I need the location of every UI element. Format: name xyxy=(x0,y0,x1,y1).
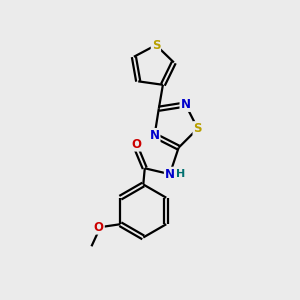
Text: H: H xyxy=(176,169,186,179)
Text: N: N xyxy=(181,98,190,111)
Text: N: N xyxy=(150,129,160,142)
Text: N: N xyxy=(165,168,175,181)
Text: S: S xyxy=(152,39,160,52)
Text: O: O xyxy=(94,221,104,234)
Text: O: O xyxy=(131,138,141,151)
Text: S: S xyxy=(194,122,202,135)
